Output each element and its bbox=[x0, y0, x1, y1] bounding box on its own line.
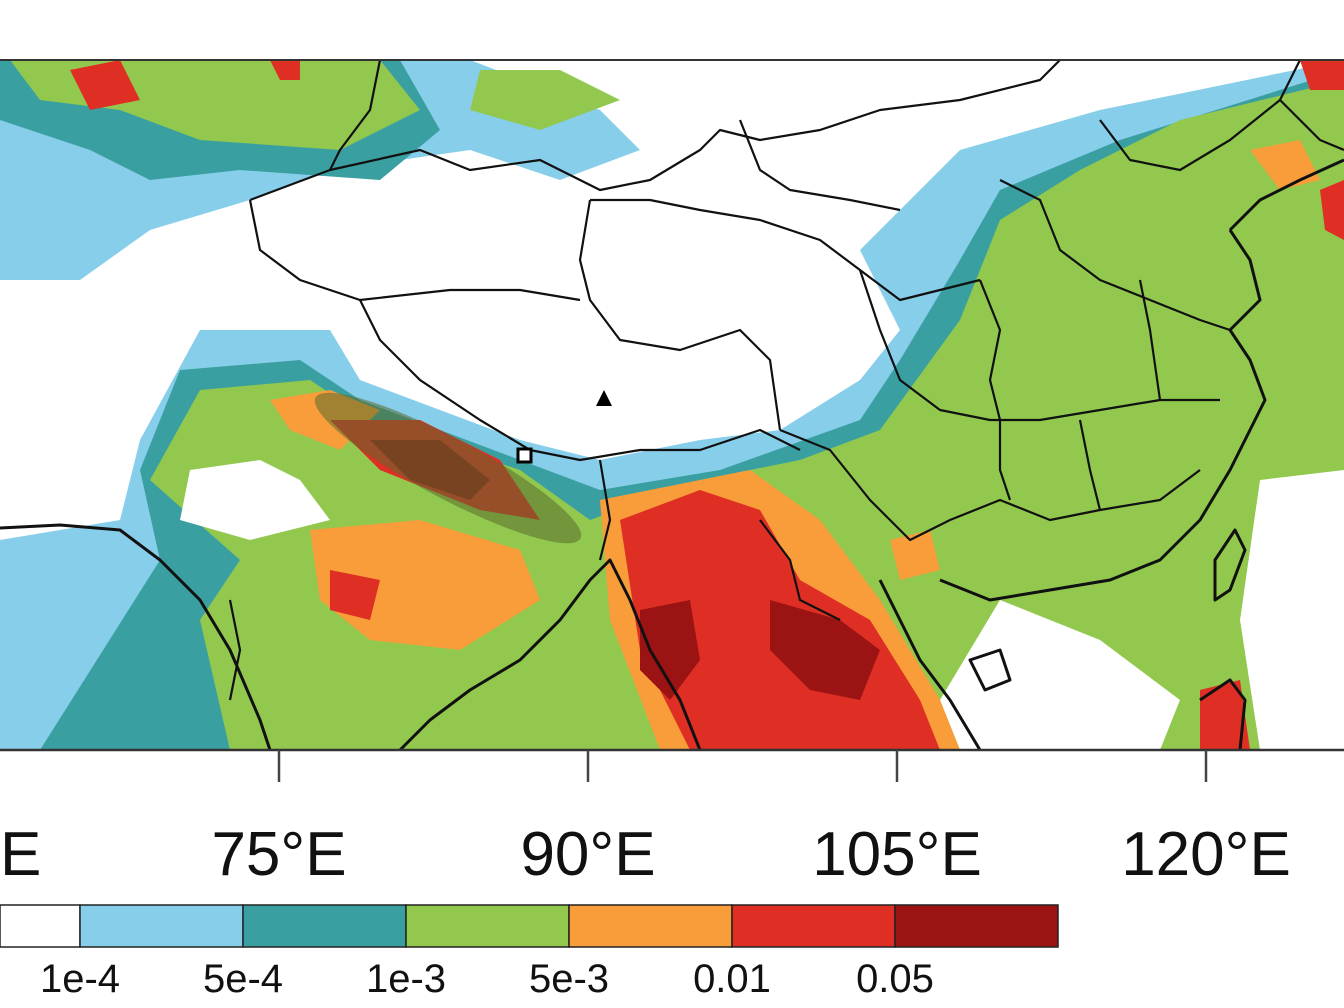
colorbar-swatch bbox=[79, 904, 244, 948]
political-borders bbox=[228, 60, 1344, 701]
colorbar-swatch bbox=[568, 904, 733, 948]
colorbar-label: 5e-3 bbox=[529, 957, 609, 1001]
colorbar: 1e-4 5e-4 1e-3 5e-3 0.01 0.05 bbox=[0, 904, 1059, 1001]
colorbar-label: 0.01 bbox=[693, 957, 771, 1001]
colorbar-label: 1e-3 bbox=[366, 957, 446, 1001]
square-marker bbox=[516, 447, 533, 464]
highlight-ellipse bbox=[314, 392, 582, 544]
map-panel bbox=[0, 60, 1344, 750]
colorbar-label: 5e-4 bbox=[203, 957, 283, 1001]
colorbar-swatch bbox=[242, 904, 407, 948]
triangle-marker bbox=[596, 390, 612, 406]
colorbar-label: 0.05 bbox=[856, 957, 934, 1001]
lon-tick-label: 120°E bbox=[1121, 820, 1291, 889]
colorbar-swatch bbox=[405, 904, 570, 948]
colorbar-label: 1e-4 bbox=[40, 957, 120, 1001]
colorbar-swatch bbox=[731, 904, 896, 948]
coastlines bbox=[0, 158, 1344, 750]
lon-tick-label: E bbox=[0, 820, 41, 889]
dry-area bbox=[180, 460, 1344, 750]
colorbar-swatch bbox=[0, 904, 81, 948]
lon-tick-label: 75°E bbox=[211, 820, 346, 889]
longitude-axis: E 75°E 90°E 105°E 120°E bbox=[0, 750, 1291, 889]
lon-tick-label: 90°E bbox=[520, 820, 655, 889]
colorbar-swatch bbox=[894, 904, 1059, 948]
lon-tick-label: 105°E bbox=[812, 820, 982, 889]
